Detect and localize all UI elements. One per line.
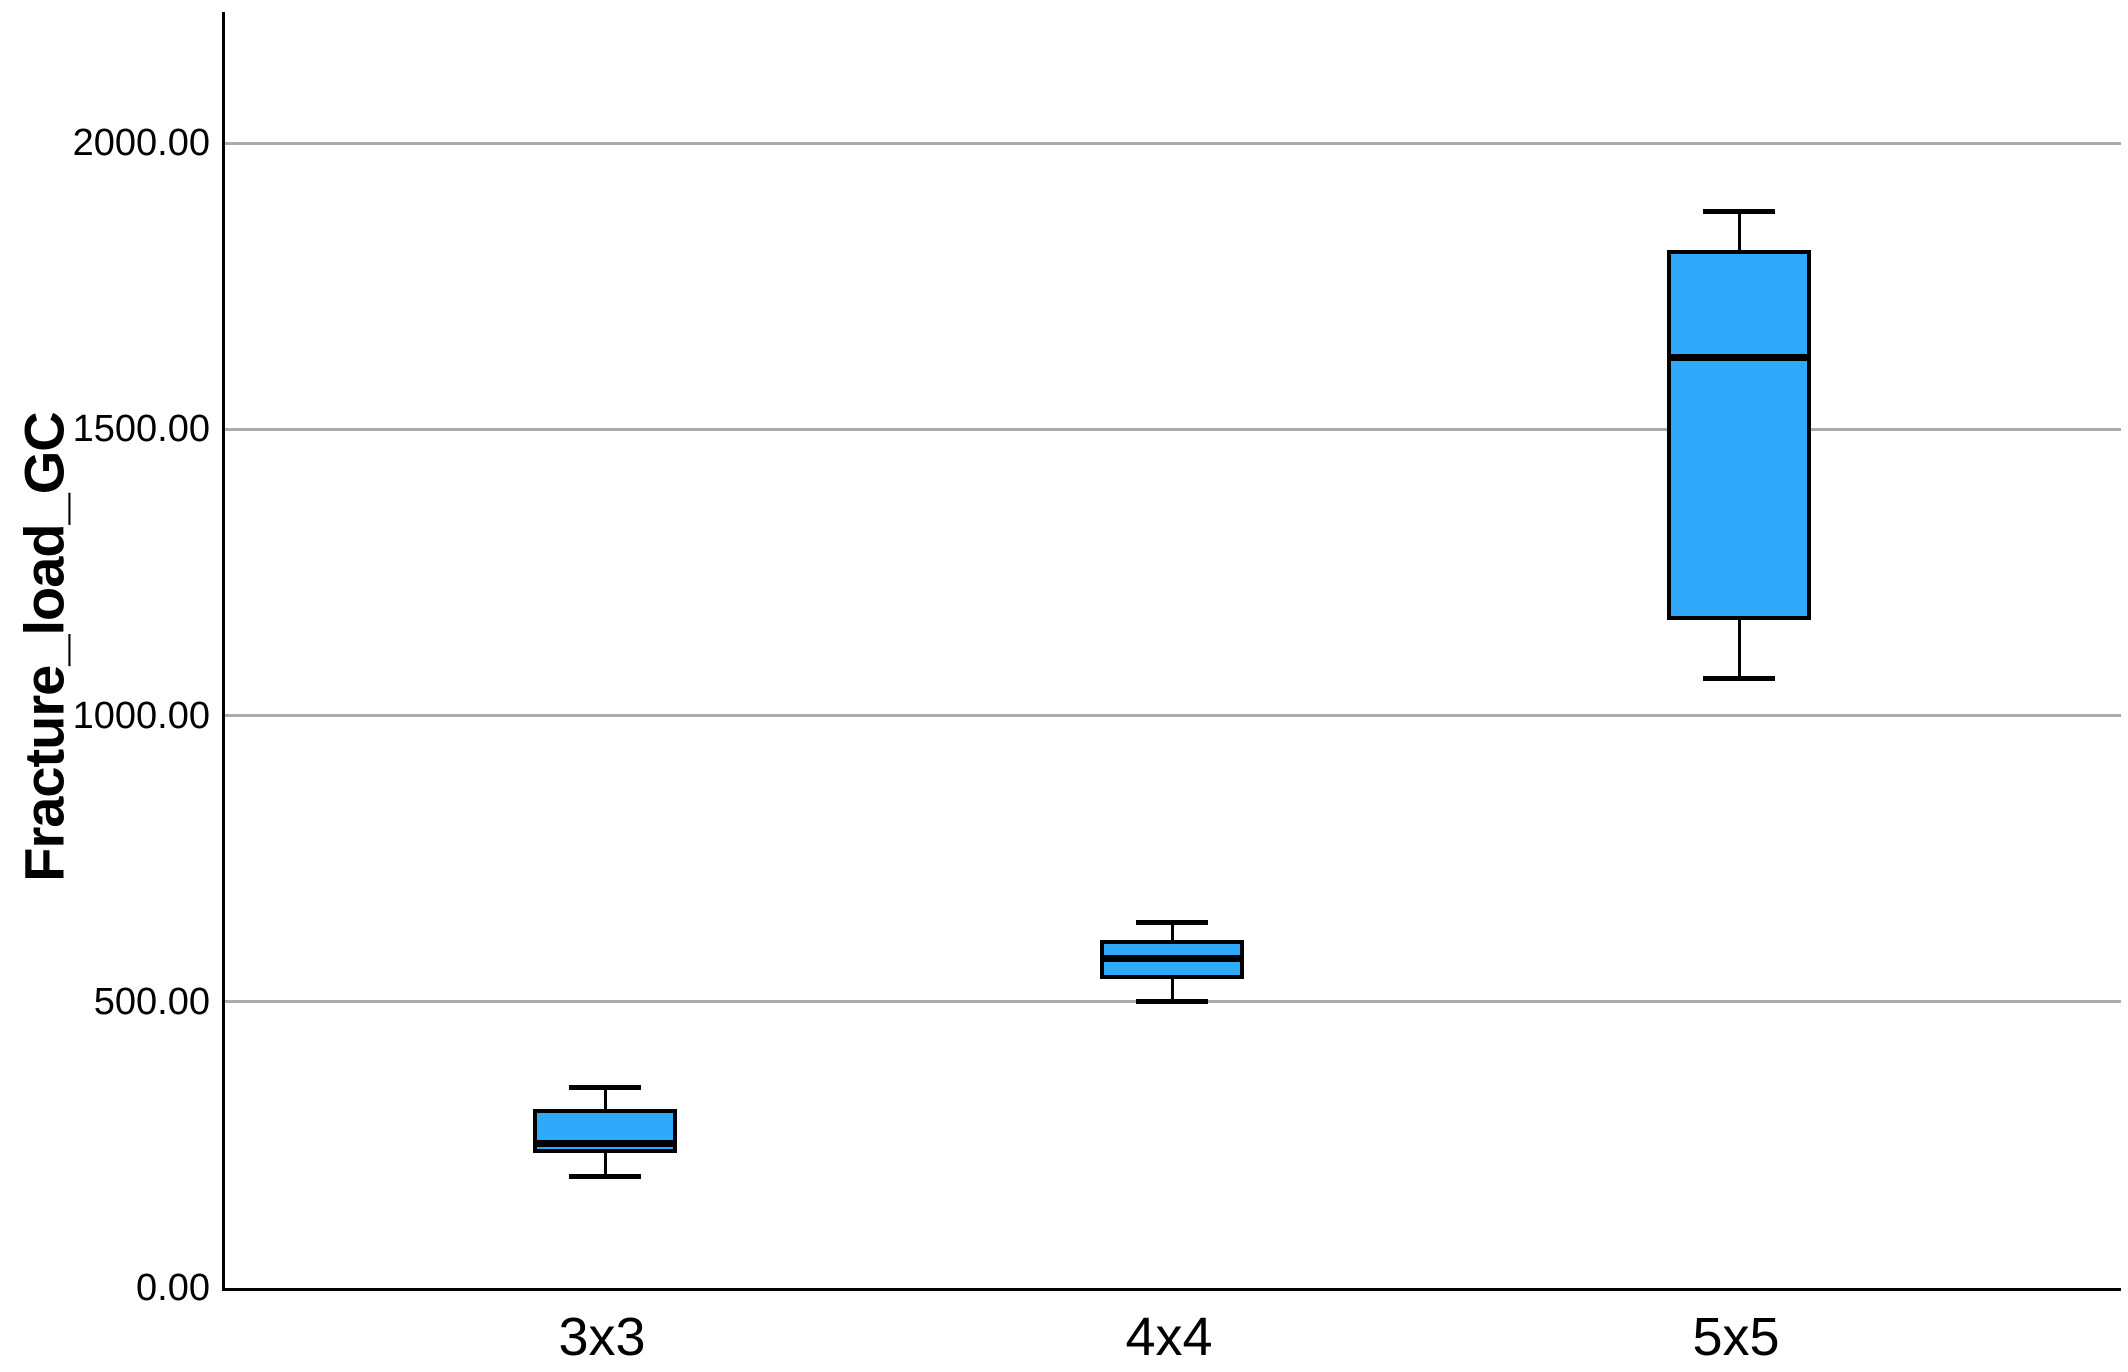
max-whisker-cap bbox=[1136, 920, 1208, 926]
y-tick-label: 2000.00 bbox=[72, 122, 210, 164]
x-category-label: 3x3 bbox=[558, 1307, 646, 1367]
min-whisker-cap bbox=[1703, 675, 1775, 681]
min-whisker-cap bbox=[1136, 999, 1208, 1005]
gridline bbox=[225, 427, 2121, 431]
median-line bbox=[1100, 954, 1244, 962]
iqr-box bbox=[1667, 249, 1811, 621]
x-category-label: 4x4 bbox=[1125, 1307, 1213, 1367]
gridline bbox=[225, 714, 2121, 717]
y-tick-label: 1500.00 bbox=[72, 408, 210, 451]
y-tick-label: 1000.00 bbox=[72, 694, 210, 737]
lower-whisker-stem bbox=[1737, 618, 1741, 679]
lower-whisker-stem bbox=[1170, 977, 1174, 1002]
min-whisker-cap bbox=[569, 1173, 641, 1179]
median-line bbox=[533, 1140, 677, 1148]
upper-whisker-stem bbox=[603, 1087, 607, 1111]
max-whisker-cap bbox=[1703, 209, 1775, 215]
median-line bbox=[1667, 354, 1811, 362]
x-category-label: 5x5 bbox=[1692, 1307, 1780, 1367]
upper-whisker-stem bbox=[1170, 922, 1174, 943]
gridline bbox=[225, 141, 2121, 145]
plot-area bbox=[222, 12, 2121, 1291]
y-tick-label: 500.00 bbox=[93, 980, 210, 1023]
y-tick-label: 0.00 bbox=[136, 1267, 210, 1309]
max-whisker-cap bbox=[569, 1085, 641, 1091]
upper-whisker-stem bbox=[1737, 211, 1741, 252]
y-axis-title: Fracture_load_GC bbox=[12, 412, 76, 882]
lower-whisker-stem bbox=[603, 1150, 607, 1177]
